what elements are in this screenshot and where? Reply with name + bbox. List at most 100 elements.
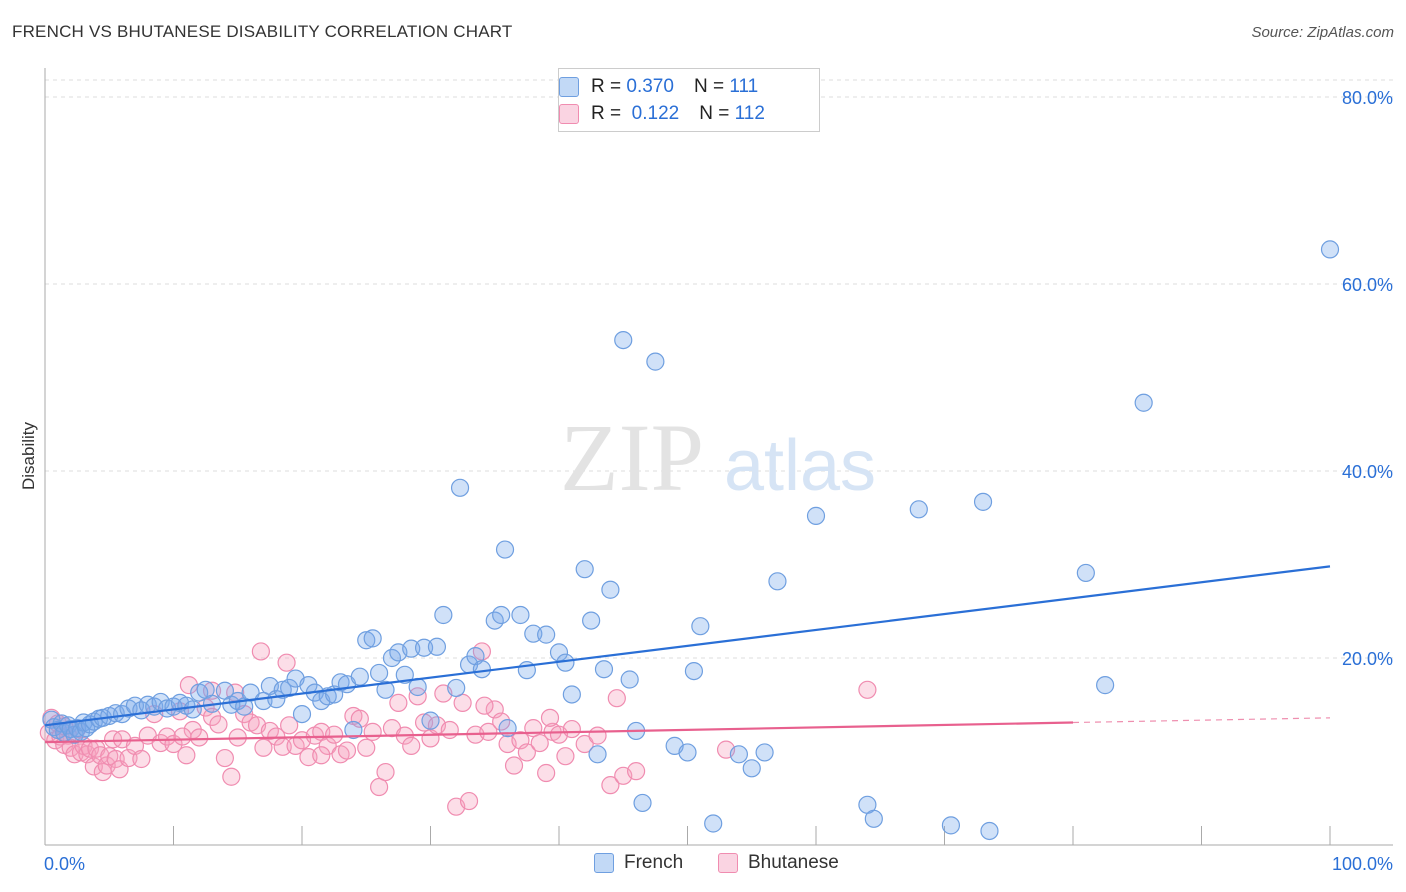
french-point-85 xyxy=(588,745,607,764)
french-point-57 xyxy=(376,680,395,699)
axes xyxy=(44,68,1393,846)
french-legend-label: French xyxy=(624,852,684,873)
source-label: Source: ZipAtlas.com xyxy=(1251,24,1394,41)
bhutanese-point-94 xyxy=(575,734,594,754)
french-point-37 xyxy=(241,683,260,702)
french-point-61 xyxy=(402,639,421,658)
bhutanese-point-74 xyxy=(440,720,459,740)
french-point-96 xyxy=(691,617,710,636)
french-point-40 xyxy=(267,690,286,709)
bhutanese-point-45 xyxy=(254,738,273,757)
french-points xyxy=(42,240,1340,841)
bhutanese-point-109 xyxy=(540,708,560,727)
bhutanese-point-104 xyxy=(312,746,331,765)
french-point-105 xyxy=(909,500,928,519)
french-point-102 xyxy=(806,506,826,525)
french-point-108 xyxy=(980,821,999,841)
bhutanese-point-89 xyxy=(537,763,556,783)
bhutanese-point-95 xyxy=(588,726,607,745)
french-point-52 xyxy=(344,720,363,740)
french-point-76 xyxy=(511,605,530,625)
french-point-107 xyxy=(973,492,993,511)
french-point-66 xyxy=(434,605,453,625)
french-point-97 xyxy=(704,814,723,833)
bhutanese-point-96 xyxy=(601,776,620,795)
x-tick-label-max: 100.0% xyxy=(1332,854,1393,874)
bhutanese-swatch xyxy=(559,104,579,124)
watermark-atlas: atlas xyxy=(724,426,876,506)
french-point-50 xyxy=(331,673,350,692)
bhutanese-point-61 xyxy=(357,738,376,757)
y-tick-label-60: 60.0% xyxy=(1342,275,1393,295)
bhutanese-point-86 xyxy=(517,743,536,762)
french-point-91 xyxy=(633,793,652,813)
french-point-29 xyxy=(183,700,202,719)
bhutanese-point-66 xyxy=(389,693,408,712)
bhutanese-point-26 xyxy=(132,749,151,769)
watermark-zip: ZIP xyxy=(560,404,704,511)
french-point-100 xyxy=(755,743,774,762)
bhutanese-point-21 xyxy=(106,749,125,769)
french-point-95 xyxy=(684,661,704,681)
bhutanese-point-35 xyxy=(190,728,209,747)
y-tick-label-40: 40.0% xyxy=(1342,462,1393,482)
bhutanese-point-40 xyxy=(222,767,241,786)
bhutanese-point-56 xyxy=(325,725,344,744)
french-trend-line xyxy=(44,565,1331,727)
bhutanese-point-38 xyxy=(209,715,228,734)
bhutanese-point-110 xyxy=(858,680,877,699)
bhutanese-point-64 xyxy=(376,762,395,782)
french-point-42 xyxy=(280,678,299,698)
bhutanese-point-37 xyxy=(202,707,222,727)
bhutanese-n-label: N = xyxy=(699,103,730,124)
bhutanese-point-33 xyxy=(177,746,196,765)
french-point-79 xyxy=(537,625,556,644)
y-tick-labels: 20.0% 40.0% 60.0% 80.0% xyxy=(1342,88,1393,669)
bhutanese-point-82 xyxy=(492,712,511,731)
french-n-value: 111 xyxy=(729,76,759,97)
french-swatch xyxy=(559,77,579,97)
french-point-87 xyxy=(601,580,620,599)
bhutanese-point-25 xyxy=(125,736,145,755)
french-point-101 xyxy=(768,572,787,591)
french-point-88 xyxy=(614,331,633,350)
french-point-83 xyxy=(575,560,594,579)
bhutanese-point-108 xyxy=(475,696,494,715)
french-point-104 xyxy=(864,809,883,828)
french-point-71 xyxy=(472,660,491,679)
y-axis-label: Disability xyxy=(19,421,38,490)
bhutanese-trend-extension xyxy=(1072,717,1331,724)
bhutanese-point-58 xyxy=(337,741,357,760)
french-point-68 xyxy=(450,478,470,497)
y-tick-label-80: 80.0% xyxy=(1342,88,1393,108)
french-point-60 xyxy=(395,665,414,684)
french-point-106 xyxy=(941,816,961,835)
french-point-56 xyxy=(370,663,389,683)
french-point-98 xyxy=(729,745,749,764)
bhutanese-point-76 xyxy=(453,693,472,712)
bottom-legend-french: French xyxy=(594,852,683,874)
french-point-109 xyxy=(1076,563,1095,583)
french-point-112 xyxy=(1320,240,1340,259)
bhutanese-point-97 xyxy=(607,689,626,708)
legend-row-bhutanese: R = 0.122 N = 112 xyxy=(559,102,765,126)
bhutanese-point-93 xyxy=(562,719,581,739)
bhutanese-point-88 xyxy=(530,733,549,753)
french-point-92 xyxy=(646,352,665,371)
grid-lines xyxy=(45,79,1393,659)
chart-title: FRENCH VS BHUTANESE DISABILITY CORRELATI… xyxy=(12,22,513,41)
bhutanese-point-69 xyxy=(408,687,427,706)
bhutanese-r-value: 0.122 xyxy=(631,103,680,124)
bhutanese-point-101 xyxy=(179,676,199,695)
french-point-65 xyxy=(427,637,447,656)
bhutanese-point-39 xyxy=(215,748,234,768)
french-point-86 xyxy=(594,660,614,679)
french-r-value: 0.370 xyxy=(626,76,674,97)
french-legend-swatch xyxy=(594,853,614,873)
french-point-110 xyxy=(1096,676,1115,695)
watermark: ZIP atlas xyxy=(560,404,876,511)
bhutanese-trend-line xyxy=(44,721,1074,744)
french-point-111 xyxy=(1134,393,1153,412)
french-point-53 xyxy=(350,667,369,686)
